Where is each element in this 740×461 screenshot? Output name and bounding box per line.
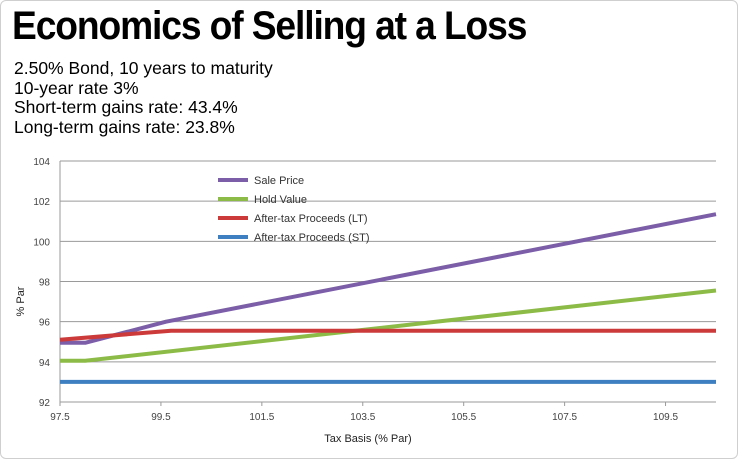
- x-tick-label: 101.5: [249, 412, 274, 423]
- x-axis-ticks: 97.5 99.5 101.5 103.5 105.5 107.5 109.5: [50, 402, 678, 423]
- x-tick-label: 107.5: [552, 412, 577, 423]
- y-tick-label: 104: [33, 157, 50, 168]
- subtitle-bond: 2.50% Bond, 10 years to maturity: [14, 58, 273, 78]
- series-line-sale-price: [60, 212, 717, 345]
- x-tick-label: 103.5: [350, 412, 375, 423]
- x-tick-label: 99.5: [151, 412, 171, 423]
- y-tick-label: 98: [39, 278, 51, 289]
- series-line-hold-value: [60, 288, 717, 363]
- y-tick-label: 102: [33, 197, 50, 208]
- x-tick-label: 109.5: [653, 412, 678, 423]
- series-line-after-tax-proceeds-lt: [59, 328, 716, 342]
- x-axis-label: Tax Basis (% Par): [324, 433, 411, 445]
- legend-label: Hold Value: [254, 194, 307, 206]
- series-lines: [59, 212, 717, 384]
- x-tick-label: 105.5: [451, 412, 476, 423]
- legend: Sale Price Hold Value After-tax Proceeds (…: [218, 175, 370, 244]
- y-tick-label: 92: [39, 398, 51, 409]
- x-tick-label: 97.5: [50, 412, 70, 423]
- y-tick-label: 94: [39, 358, 51, 369]
- legend-label: Sale Price: [254, 175, 304, 187]
- y-tick-label: 96: [39, 318, 51, 329]
- chart-title: Economics of Selling at a Loss: [12, 4, 527, 48]
- y-axis-label: % Par: [15, 286, 27, 316]
- grid-lines: [59, 160, 716, 403]
- y-tick-label: 100: [33, 237, 50, 248]
- y-axis-ticks: 92 94 96 98 100 102 104: [33, 157, 50, 409]
- subtitle-short-term: Short-term gains rate: 43.4%: [14, 97, 238, 117]
- legend-label: After-tax Proceeds (ST): [254, 232, 370, 244]
- subtitle-rate: 10-year rate 3%: [14, 77, 139, 98]
- subtitle-long-term: Long-term gains rate: 23.8%: [14, 116, 235, 137]
- subtitle-block: 2.50% Bond, 10 years to maturity 10-year…: [14, 58, 273, 137]
- legend-label: After-tax Proceeds (LT): [254, 213, 368, 225]
